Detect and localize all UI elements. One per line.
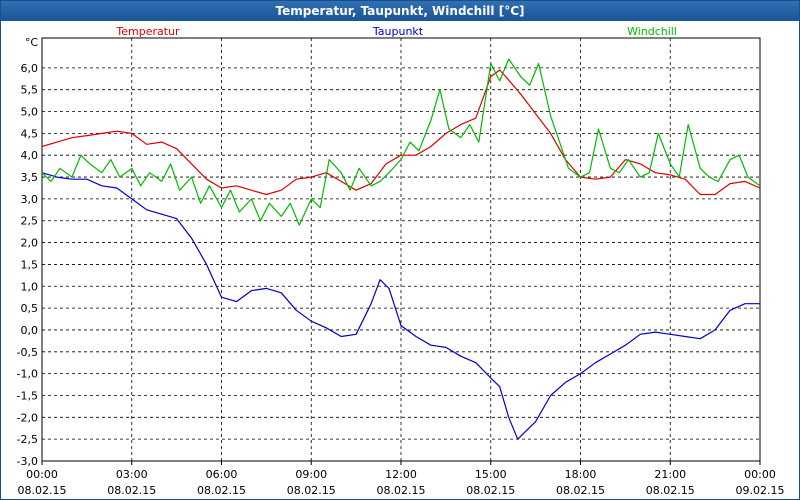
x-tick-label: 06:00 bbox=[206, 468, 238, 481]
x-tick-label: 12:00 bbox=[385, 468, 417, 481]
y-tick-label: 5,5 bbox=[21, 84, 39, 97]
series-line-windchill bbox=[41, 58, 761, 226]
y-tick-label: -2,0 bbox=[17, 411, 38, 424]
series-line-taupunkt bbox=[41, 172, 760, 440]
x-tick-date-label: 08.02.15 bbox=[197, 484, 246, 497]
x-tick-label: 03:00 bbox=[116, 468, 148, 481]
y-tick-label: -1,5 bbox=[17, 389, 38, 402]
legend: Temperatur Taupunkt Windchill bbox=[115, 25, 677, 38]
grid bbox=[42, 38, 760, 461]
y-tick-label: 3,5 bbox=[21, 171, 39, 184]
x-tick-date-label: 09.02.15 bbox=[736, 484, 785, 497]
y-tick-label: 5,0 bbox=[21, 106, 39, 119]
x-tick-label: 21:00 bbox=[654, 468, 686, 481]
x-tick-label: 18:00 bbox=[565, 468, 597, 481]
y-tick-label: -2,5 bbox=[17, 433, 38, 446]
y-tick-label: -0,5 bbox=[17, 346, 38, 359]
y-tick-label: 0,0 bbox=[21, 324, 39, 337]
y-tick-label: 4,0 bbox=[21, 149, 39, 162]
x-tick-date-label: 08.02.15 bbox=[107, 484, 156, 497]
y-axis-label: °C bbox=[25, 36, 39, 49]
y-tick-label: 0,5 bbox=[21, 302, 39, 315]
x-tick-label: 00:00 bbox=[744, 468, 776, 481]
x-tick-date-label: 08.02.15 bbox=[18, 484, 67, 497]
legend-entry-taupunkt: Taupunkt bbox=[372, 25, 424, 38]
legend-entry-temperatur: Temperatur bbox=[115, 25, 180, 38]
x-tick-label: 00:00 bbox=[26, 468, 58, 481]
chart-title: Temperatur, Taupunkt, Windchill [°C] bbox=[1, 1, 799, 21]
y-tick-label: 3,0 bbox=[21, 193, 39, 206]
x-tick-label: 09:00 bbox=[295, 468, 327, 481]
y-tick-label: 2,0 bbox=[21, 237, 39, 250]
axes: 6,0 5,5 5,0 4,5 4,0 3,5 3,0 2,5 2,0 1,5 1,0 0,5 0,0 -… bbox=[17, 36, 785, 497]
x-tick-label: 15:00 bbox=[475, 468, 507, 481]
legend-entry-windchill: Windchill bbox=[627, 25, 677, 38]
series-line-temperatur bbox=[41, 69, 761, 196]
x-tick-date-label: 08.02.15 bbox=[466, 484, 515, 497]
series-layer bbox=[41, 58, 761, 440]
y-tick-label: 1,0 bbox=[21, 280, 39, 293]
y-tick-label: -3,0 bbox=[17, 455, 38, 468]
x-tick-date-label: 08.02.15 bbox=[287, 484, 336, 497]
y-tick-label: 1,5 bbox=[21, 258, 39, 271]
y-tick-label: 2,5 bbox=[21, 215, 39, 228]
y-tick-label: 4,5 bbox=[21, 127, 39, 140]
x-tick-date-label: 08.02.15 bbox=[646, 484, 695, 497]
x-tick-date-label: 08.02.15 bbox=[556, 484, 605, 497]
x-tick-date-label: 08.02.15 bbox=[377, 484, 426, 497]
y-tick-label: -1,0 bbox=[17, 368, 38, 381]
y-tick-label: 6,0 bbox=[21, 62, 39, 75]
